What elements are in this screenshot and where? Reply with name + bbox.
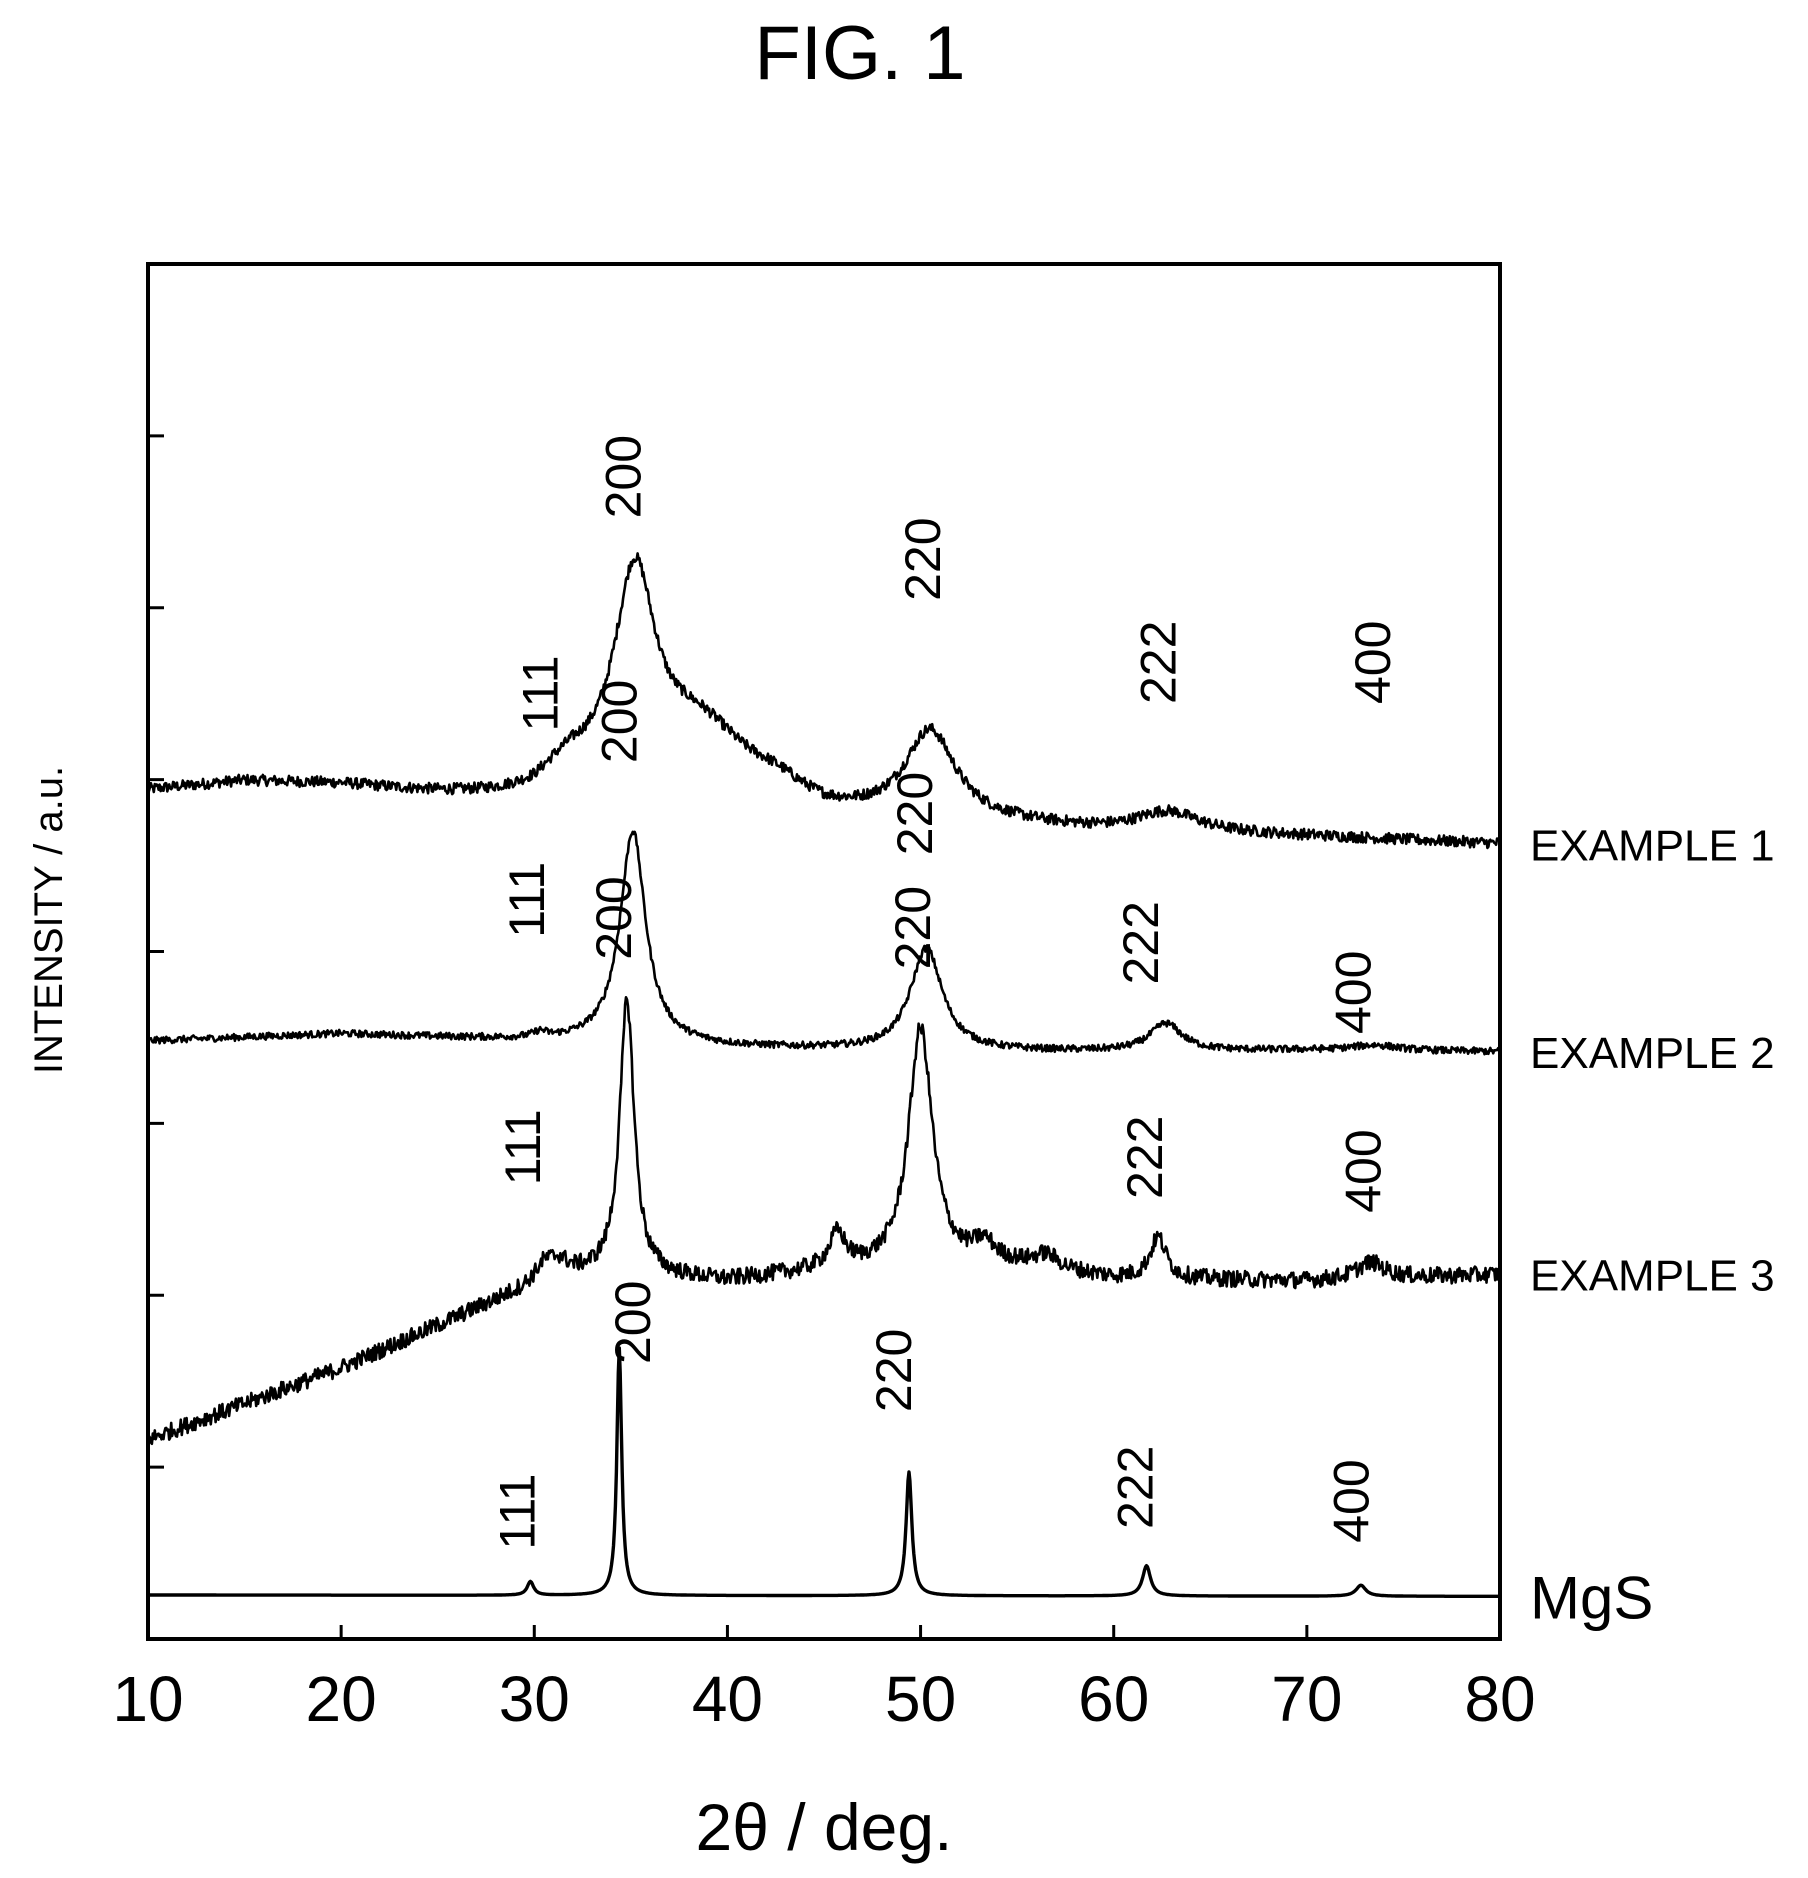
peak-label-mgs-111: 111 [489,1474,545,1550]
x-tick-label-60: 60 [1078,1663,1149,1735]
peak-label-mgs-222: 222 [1107,1446,1163,1529]
x-tick-label-40: 40 [692,1663,763,1735]
peak-label-mgs-400: 400 [1324,1459,1380,1542]
y-axis [148,262,164,1469]
peak-label-example-3-111: 111 [495,1109,551,1185]
series-line-example-2 [146,830,1501,1056]
x-tick-label-70: 70 [1271,1663,1342,1735]
peak-label-example-2-400: 400 [1326,951,1382,1034]
peak-label-example-1-220: 220 [895,517,951,600]
x-axis: 10 20 30 40 50 60 70 80 [112,1625,1536,1735]
peak-label-example-1-200: 200 [596,435,652,518]
x-tick-label-20: 20 [306,1663,377,1735]
peak-label-example-3-400: 400 [1335,1129,1391,1212]
peak-label-example-3-222: 222 [1117,1116,1173,1199]
peak-label-example-3-200: 200 [586,876,642,959]
peak-label-example-1-111: 111 [513,655,569,731]
x-tick-label-50: 50 [885,1663,956,1735]
series-name-example-3: EXAMPLE 3 [1530,1252,1775,1301]
peak-label-example-2-220: 220 [887,772,943,855]
series-line-example-3 [147,996,1502,1446]
y-axis-title: INTENSITY / a.u. [27,766,71,1074]
peak-label-example-2-200: 200 [592,680,648,763]
x-tick-label-80: 80 [1464,1663,1535,1735]
series-line-mgs [147,1346,1501,1598]
peak-label-example-2-111: 111 [499,862,555,938]
peak-label-example-3-220: 220 [885,886,941,969]
series-name-layer: EXAMPLE 1 EXAMPLE 2 EXAMPLE 3 MgS [1530,821,1775,1631]
series-name-mgs: MgS [1530,1564,1653,1631]
series-layer [146,552,1502,1598]
peak-label-example-2-222: 222 [1113,901,1169,984]
peak-label-example-1-400: 400 [1345,621,1401,704]
series-name-example-1: EXAMPLE 1 [1530,821,1775,870]
x-tick-label-30: 30 [499,1663,570,1735]
peak-label-mgs-200: 200 [605,1281,661,1364]
peak-label-layer: 111 200 220 222 400 111 200 220 222 400 111 200 220 2… [489,435,1401,1550]
peak-label-example-1-222: 222 [1131,621,1187,704]
x-tick-label-10: 10 [112,1663,183,1735]
series-name-example-2: EXAMPLE 2 [1530,1029,1775,1078]
x-axis-title: 2θ / deg. [696,1790,953,1864]
series-line-example-1 [146,552,1501,850]
peak-label-mgs-220: 220 [866,1329,922,1412]
plot-frame [146,262,1502,1641]
figure-title: FIG. 1 [754,11,966,96]
